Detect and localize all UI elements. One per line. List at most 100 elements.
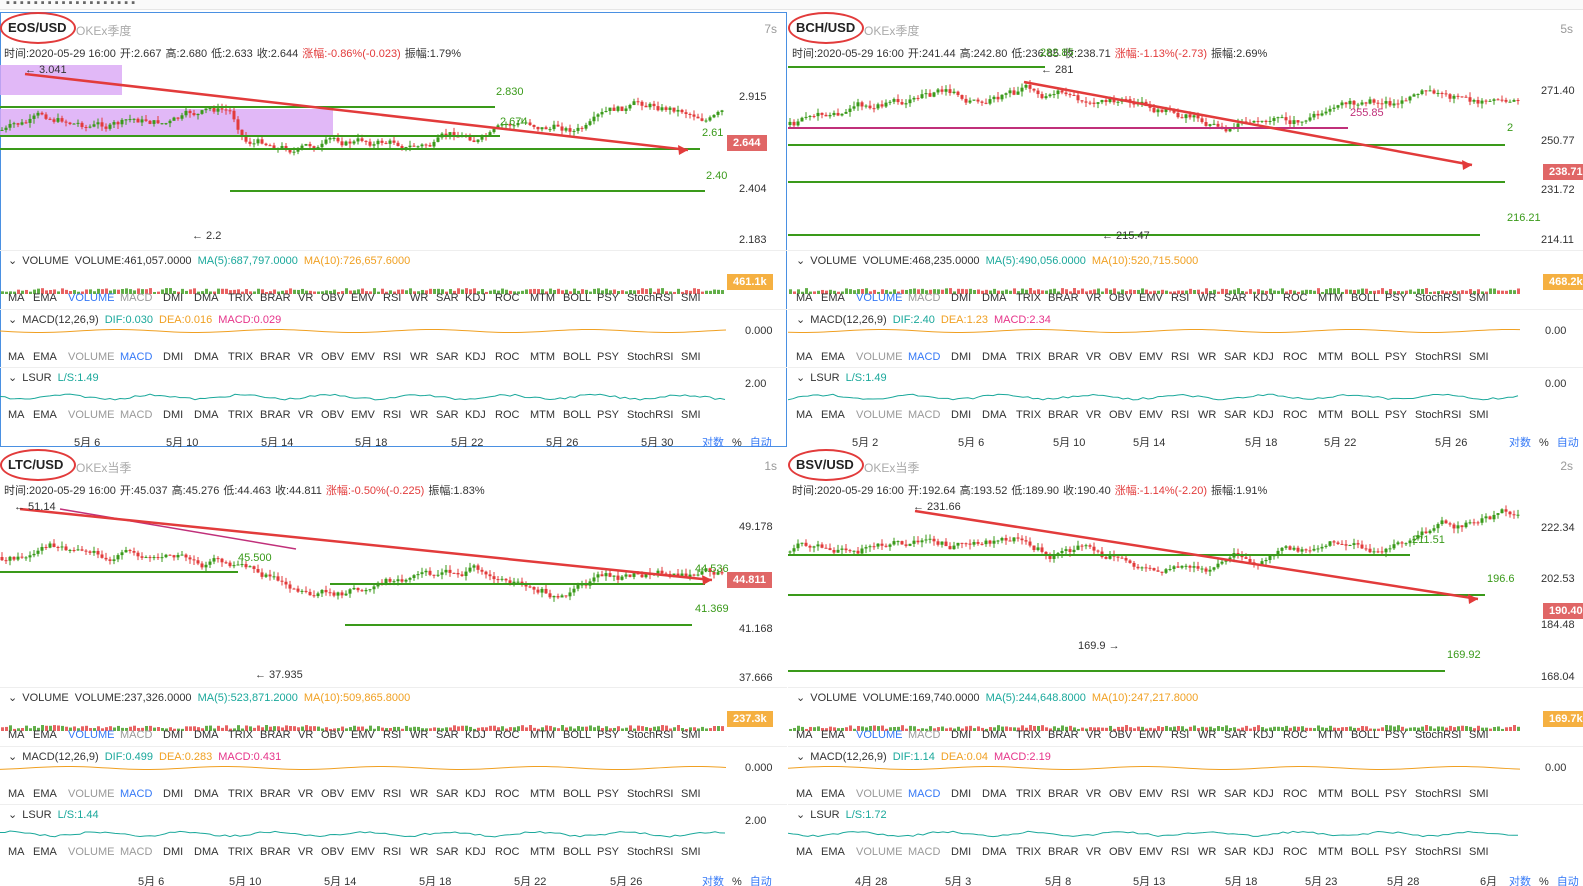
indicator-tab-dma[interactable]: DMA (194, 788, 219, 800)
indicator-tab-kdj[interactable]: KDJ (465, 729, 486, 741)
indicator-tab-wr[interactable]: WR (410, 292, 429, 304)
log-scale-toggle[interactable]: 对数 (702, 876, 724, 886)
indicator-caret[interactable]: ⌄ (796, 372, 809, 384)
indicator-tab-stochrsi[interactable]: StochRSI (627, 788, 674, 800)
indicator-tab-vr[interactable]: VR (298, 409, 314, 421)
indicator-tab-boll[interactable]: BOLL (563, 351, 592, 363)
indicator-tab-trix[interactable]: TRIX (228, 351, 254, 363)
auto-scale-toggle[interactable]: 自动 (749, 437, 772, 447)
indicator-tab-vr[interactable]: VR (298, 846, 314, 858)
indicator-tab-volume[interactable]: VOLUME (68, 788, 115, 800)
indicator-tab-macd[interactable]: MACD (908, 846, 941, 858)
indicator-tab-sar[interactable]: SAR (436, 846, 459, 858)
indicator-tab-kdj[interactable]: KDJ (1253, 351, 1274, 363)
indicator-tab-emv[interactable]: EMV (1139, 292, 1163, 304)
indicator-caret[interactable]: ⌄ (796, 255, 809, 267)
indicator-tab-sar[interactable]: SAR (436, 409, 459, 421)
indicator-caret[interactable]: ⌄ (8, 751, 21, 763)
indicator-tab-rsi[interactable]: RSI (1171, 292, 1190, 304)
indicator-tab-sar[interactable]: SAR (436, 351, 459, 363)
indicator-tab-brar[interactable]: BRAR (260, 292, 291, 304)
indicator-tab-ma[interactable]: MA (796, 729, 813, 741)
indicator-tab-dma[interactable]: DMA (982, 846, 1007, 858)
indicator-tab-boll[interactable]: BOLL (563, 729, 592, 741)
indicator-tab-roc[interactable]: ROC (495, 409, 520, 421)
indicator-tab-vr[interactable]: VR (1086, 351, 1102, 363)
indicator-tab-trix[interactable]: TRIX (1016, 846, 1042, 858)
indicator-tab-volume[interactable]: VOLUME (68, 846, 115, 858)
indicator-tab-wr[interactable]: WR (1198, 846, 1217, 858)
indicator-tab-macd[interactable]: MACD (120, 292, 153, 304)
indicator-tab-obv[interactable]: OBV (1109, 292, 1133, 304)
indicator-tab-wr[interactable]: WR (410, 846, 429, 858)
indicator-tab-volume[interactable]: VOLUME (68, 409, 115, 421)
indicator-tab-ema[interactable]: EMA (821, 351, 845, 363)
indicator-tab-mtm[interactable]: MTM (1318, 292, 1344, 304)
indicator-tab-ema[interactable]: EMA (821, 788, 845, 800)
indicator-tab-boll[interactable]: BOLL (563, 409, 592, 421)
indicator-tab-volume[interactable]: VOLUME (68, 729, 115, 741)
indicator-tab-volume[interactable]: VOLUME (856, 409, 903, 421)
indicator-tab-stochrsi[interactable]: StochRSI (627, 729, 674, 741)
indicator-tab-mtm[interactable]: MTM (1318, 729, 1344, 741)
indicator-tab-brar[interactable]: BRAR (1048, 846, 1079, 858)
indicator-tab-stochrsi[interactable]: StochRSI (1415, 351, 1462, 363)
indicator-tab-boll[interactable]: BOLL (1351, 409, 1380, 421)
indicator-tab-wr[interactable]: WR (1198, 409, 1217, 421)
auto-scale-toggle[interactable]: 自动 (1556, 876, 1579, 886)
indicator-tab-sar[interactable]: SAR (1224, 292, 1247, 304)
indicator-tab-boll[interactable]: BOLL (563, 846, 592, 858)
indicator-tab-smi[interactable]: SMI (681, 292, 701, 304)
indicator-tab-stochrsi[interactable]: StochRSI (1415, 788, 1462, 800)
indicator-tab-vr[interactable]: VR (1086, 788, 1102, 800)
indicator-tab-obv[interactable]: OBV (1109, 409, 1133, 421)
indicator-tab-volume[interactable]: VOLUME (856, 788, 903, 800)
indicator-tab-obv[interactable]: OBV (1109, 788, 1133, 800)
indicator-tab-dmi[interactable]: DMI (951, 351, 972, 363)
indicator-tab-dma[interactable]: DMA (194, 409, 219, 421)
indicator-tab-roc[interactable]: ROC (1283, 729, 1308, 741)
indicator-tab-ema[interactable]: EMA (33, 729, 57, 741)
indicator-tab-ma[interactable]: MA (796, 409, 813, 421)
indicator-tab-dmi[interactable]: DMI (163, 788, 184, 800)
indicator-tab-emv[interactable]: EMV (351, 292, 375, 304)
indicator-tab-kdj[interactable]: KDJ (1253, 409, 1274, 421)
symbol-label[interactable]: EOS/USD (8, 20, 67, 35)
indicator-tab-rsi[interactable]: RSI (383, 351, 402, 363)
indicator-tab-wr[interactable]: WR (1198, 729, 1217, 741)
indicator-caret[interactable]: ⌄ (796, 314, 809, 326)
indicator-tab-smi[interactable]: SMI (1469, 846, 1489, 858)
indicator-tab-rsi[interactable]: RSI (383, 846, 402, 858)
indicator-tab-emv[interactable]: EMV (1139, 846, 1163, 858)
indicator-tab-kdj[interactable]: KDJ (465, 292, 486, 304)
indicator-tab-ma[interactable]: MA (8, 729, 25, 741)
percent-scale-toggle[interactable]: % (1539, 876, 1549, 886)
auto-scale-toggle[interactable]: 自动 (749, 876, 772, 886)
indicator-tab-wr[interactable]: WR (1198, 788, 1217, 800)
percent-scale-toggle[interactable]: % (732, 437, 742, 447)
indicator-tab-mtm[interactable]: MTM (530, 351, 556, 363)
indicator-tab-macd[interactable]: MACD (120, 351, 153, 363)
indicator-tab-brar[interactable]: BRAR (260, 729, 291, 741)
indicator-tab-dmi[interactable]: DMI (163, 292, 184, 304)
indicator-tab-emv[interactable]: EMV (351, 729, 375, 741)
indicator-tab-obv[interactable]: OBV (321, 409, 345, 421)
indicator-tab-volume[interactable]: VOLUME (856, 729, 903, 741)
indicator-tab-roc[interactable]: ROC (1283, 788, 1308, 800)
chart-panel-eos[interactable]: EOS/USD OKEx季度 7s 时间:2020-05-29 16:00 开:2.66… (0, 12, 787, 447)
indicator-tab-smi[interactable]: SMI (681, 409, 701, 421)
indicator-tab-emv[interactable]: EMV (351, 409, 375, 421)
log-scale-toggle[interactable]: 对数 (1509, 437, 1531, 447)
indicator-caret[interactable]: ⌄ (8, 692, 21, 704)
indicator-tab-macd[interactable]: MACD (120, 846, 153, 858)
percent-scale-toggle[interactable]: % (732, 876, 742, 886)
indicator-tab-psy[interactable]: PSY (1385, 409, 1408, 421)
indicator-tab-smi[interactable]: SMI (1469, 351, 1489, 363)
indicator-tab-mtm[interactable]: MTM (1318, 351, 1344, 363)
indicator-tab-obv[interactable]: OBV (321, 788, 345, 800)
indicator-tab-sar[interactable]: SAR (1224, 409, 1247, 421)
indicator-tab-smi[interactable]: SMI (681, 729, 701, 741)
indicator-tab-macd[interactable]: MACD (120, 409, 153, 421)
indicator-tab-psy[interactable]: PSY (597, 846, 620, 858)
indicator-caret[interactable]: ⌄ (8, 314, 21, 326)
